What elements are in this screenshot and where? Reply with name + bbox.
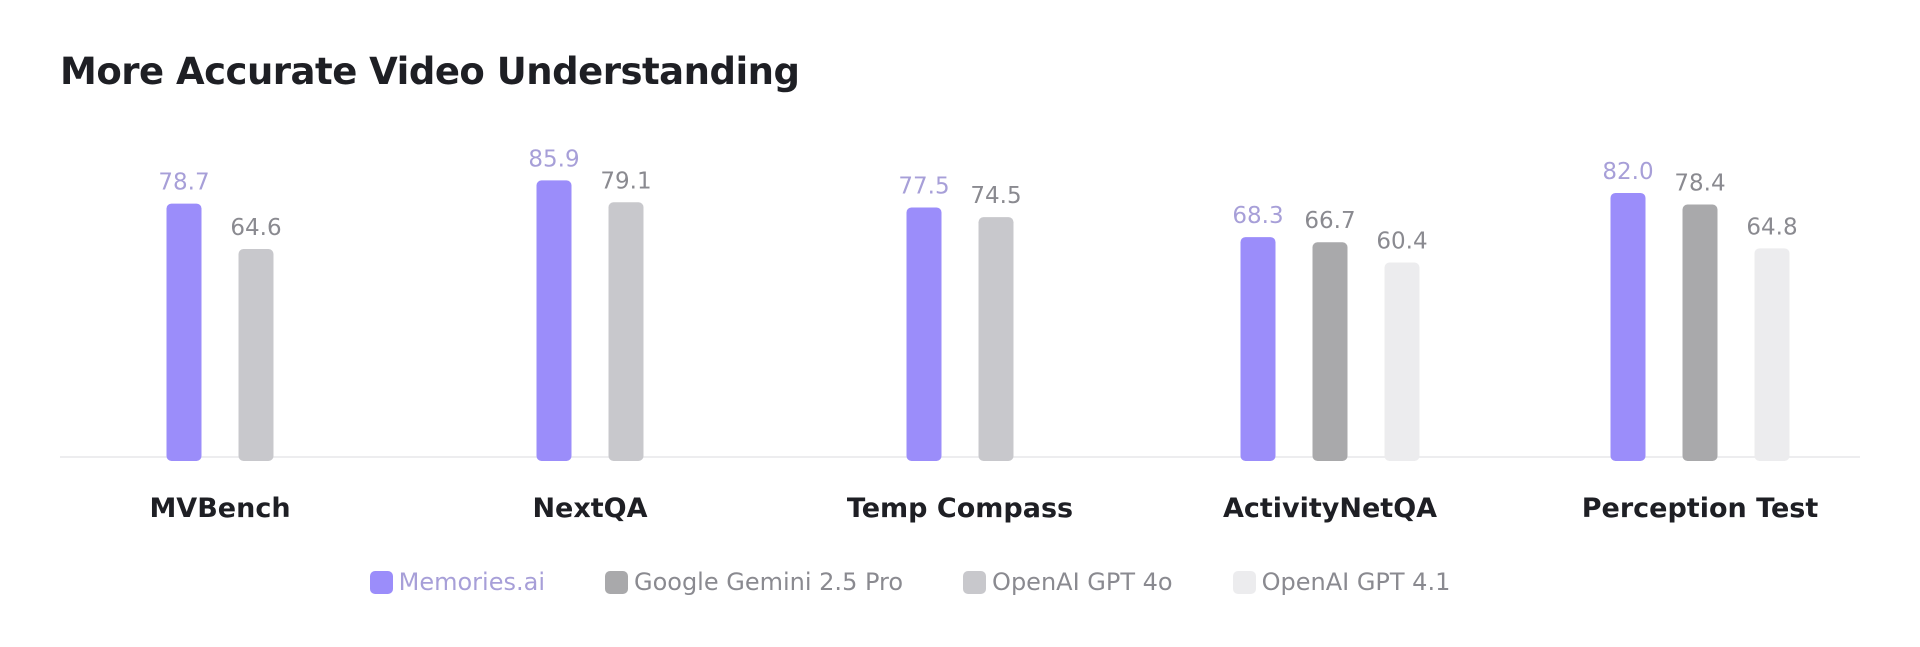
legend: Memories.ai Google Gemini 2.5 Pro OpenAI G… [0,568,1870,596]
value-label: 60.4 [1376,229,1427,255]
value-label: 68.3 [1232,203,1283,229]
legend-label: OpenAI GPT 4.1 [1261,568,1451,596]
value-label: 78.4 [1674,171,1725,197]
category-label: Perception Test [1582,493,1819,524]
legend-swatch [963,570,987,594]
value-label: 78.7 [158,170,209,196]
value-label: 85.9 [528,146,579,172]
legend-label: Memories.ai [398,568,545,596]
legend-swatch [604,570,628,594]
bars-layer: 78.7 64.6 MVBench 85.9 79.1 NextQA 77.5 74.5 Tem… [149,146,1818,524]
bar-mvbench-openai-gpt-4o [238,248,274,461]
chart-title: More Accurate Video Understanding [60,50,800,93]
bar-activitynetqa-openai-gpt-4-1 [1384,262,1420,461]
bar-activitynetqa-google-gemini-2-5-pro [1312,242,1348,461]
legend-swatch [1232,570,1256,594]
category-label: Temp Compass [847,493,1073,524]
legend-item: OpenAI GPT 4o [963,568,1173,596]
bar-temp-compass-openai-gpt-4o [978,217,1014,461]
legend-item: Memories.ai [369,568,545,596]
bar-activitynetqa-memories-ai [1240,237,1276,461]
bar-nextqa-openai-gpt-4o [608,202,644,461]
legend-label: OpenAI GPT 4o [992,568,1173,596]
bar-mvbench-memories-ai [166,203,202,461]
bar-temp-compass-memories-ai [906,207,942,461]
value-label: 82.0 [1602,159,1653,185]
value-label: 64.8 [1746,214,1797,240]
legend-item: Google Gemini 2.5 Pro [604,568,904,596]
value-label: 79.1 [600,168,651,194]
bar-perception-test-openai-gpt-4-1 [1754,248,1790,461]
value-label: 74.5 [970,183,1021,209]
bar-perception-test-memories-ai [1610,192,1646,461]
legend-item: OpenAI GPT 4.1 [1232,568,1451,596]
category-label: ActivityNetQA [1223,493,1437,524]
value-label: 77.5 [898,173,949,199]
legend-label: Google Gemini 2.5 Pro [633,568,904,596]
category-label: NextQA [532,493,647,524]
category-label: MVBench [149,493,290,524]
bar-perception-test-google-gemini-2-5-pro [1682,204,1718,461]
value-label: 64.6 [230,215,281,241]
value-label: 66.7 [1304,208,1355,234]
legend-swatch [369,570,393,594]
bar-nextqa-memories-ai [536,180,572,462]
